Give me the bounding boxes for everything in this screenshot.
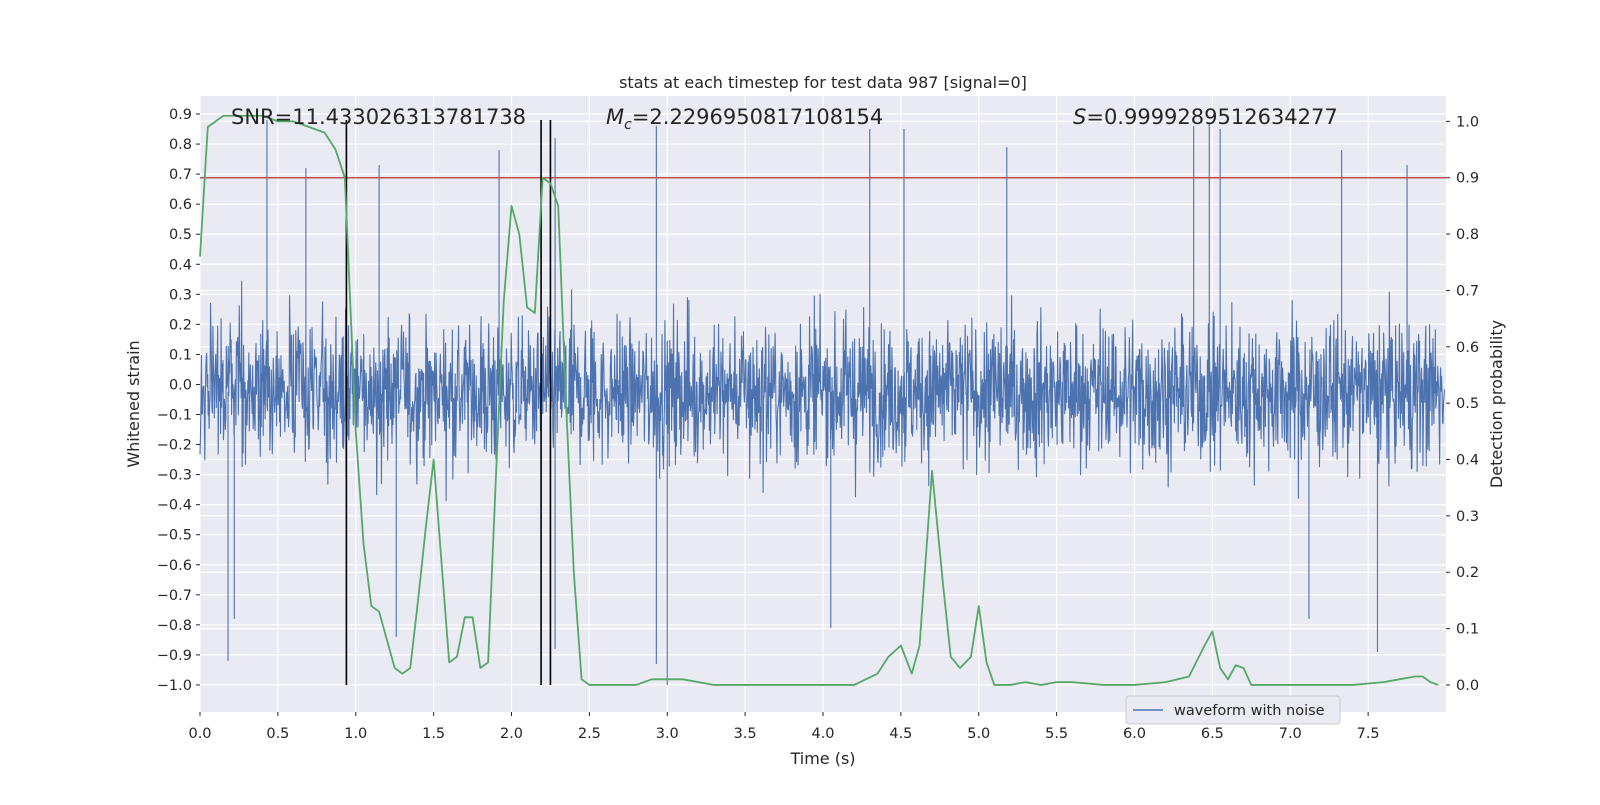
mc-subscript: c	[624, 117, 632, 133]
y-left-tick-label: 0.1	[169, 347, 192, 363]
mc-value: =2.2296950817108154	[632, 105, 883, 129]
x-tick-label: 0.0	[188, 726, 211, 742]
x-tick-label: 2.5	[578, 726, 601, 742]
y-left-tick-label: −1.0	[157, 678, 192, 694]
y-left-tick-label: −0.6	[157, 558, 192, 574]
y-axis-right-label: Detection probability	[1487, 320, 1506, 488]
x-tick-label: 7.0	[1279, 726, 1302, 742]
y-right-tick-label: 0.1	[1456, 622, 1479, 638]
x-tick-label: 1.0	[344, 726, 367, 742]
y-left-tick-label: −0.8	[157, 618, 192, 634]
y-left-tick-label: 0.0	[169, 377, 192, 393]
x-tick-label: 3.5	[734, 726, 757, 742]
x-tick-label: 4.0	[811, 726, 834, 742]
y-right-tick-label: 0.9	[1456, 171, 1479, 187]
x-tick-label: 4.5	[889, 726, 912, 742]
y-right-tick-label: 1.0	[1456, 114, 1479, 130]
y-left-tick-label: 0.8	[169, 137, 192, 153]
chirp-mass-annotation: Mc=2.2296950817108154	[606, 105, 883, 133]
y-right-tick-label: 0.6	[1456, 340, 1479, 356]
x-tick-label: 1.5	[422, 726, 445, 742]
y-left-tick-label: 0.6	[169, 197, 192, 213]
x-tick-label: 6.0	[1123, 726, 1146, 742]
x-tick-label: 3.0	[656, 726, 679, 742]
x-tick-label: 5.5	[1045, 726, 1068, 742]
overlay-layer	[199, 114, 1446, 686]
y-left-tick-label: −0.4	[157, 498, 192, 514]
x-axis-label: Time (s)	[789, 749, 855, 768]
y-axis-left-label: Whitened strain	[124, 340, 143, 467]
chart-title: stats at each timestep for test data 987…	[619, 73, 1027, 92]
y-right-tick-label: 0.8	[1456, 227, 1479, 243]
y-left-tick-label: 0.4	[169, 257, 192, 273]
y-right-tick-label: 0.2	[1456, 565, 1479, 581]
x-tick-label: 7.5	[1357, 726, 1380, 742]
detection-probability-line	[199, 114, 1439, 686]
y-left-tick-label: 0.5	[169, 227, 192, 243]
legend-box	[1125, 695, 1341, 725]
s-symbol: S	[1073, 105, 1086, 129]
y-left-tick-label: 0.7	[169, 167, 192, 183]
y-left-tick-label: −0.9	[157, 648, 192, 664]
y-right-tick-label: 0.7	[1456, 283, 1479, 299]
x-tick-label: 0.5	[266, 726, 289, 742]
waveform-series	[199, 120, 1445, 685]
tick-labels: 0.0 0.5 1.0 1.5 2.0 2.5 3.0 3.5 4.0 4.5 5.0 5.5 6.0 6…	[157, 107, 1479, 742]
y-right-tick-label: 0.4	[1456, 453, 1479, 469]
y-left-tick-label: −0.3	[157, 468, 192, 484]
y-left-tick-label: −0.7	[157, 588, 192, 604]
y-right-tick-label: 0.0	[1456, 678, 1479, 694]
snr-annotation: SNR=11.433026313781738	[231, 105, 526, 129]
y-left-tick-label: −0.1	[157, 408, 192, 424]
x-tick-label: 5.0	[967, 726, 990, 742]
y-left-tick-label: 0.3	[169, 287, 192, 303]
s-annotation: S=0.9999289512634277	[1073, 105, 1338, 129]
y-left-tick-label: 0.2	[169, 317, 192, 333]
waveform-line	[199, 120, 1445, 685]
y-left-tick-label: 0.9	[169, 107, 192, 123]
x-tick-label: 6.5	[1201, 726, 1224, 742]
x-tick-label: 2.0	[500, 726, 523, 742]
legend-label-waveform: waveform with noise	[1174, 703, 1325, 719]
legend: waveform with noise	[1125, 695, 1341, 725]
y-left-tick-label: −0.5	[157, 528, 192, 544]
s-value: =0.9999289512634277	[1086, 105, 1337, 129]
y-right-tick-label: 0.5	[1456, 396, 1479, 412]
mc-symbol: M	[606, 105, 624, 129]
y-right-tick-label: 0.3	[1456, 509, 1479, 525]
y-left-tick-label: −0.2	[157, 438, 192, 454]
